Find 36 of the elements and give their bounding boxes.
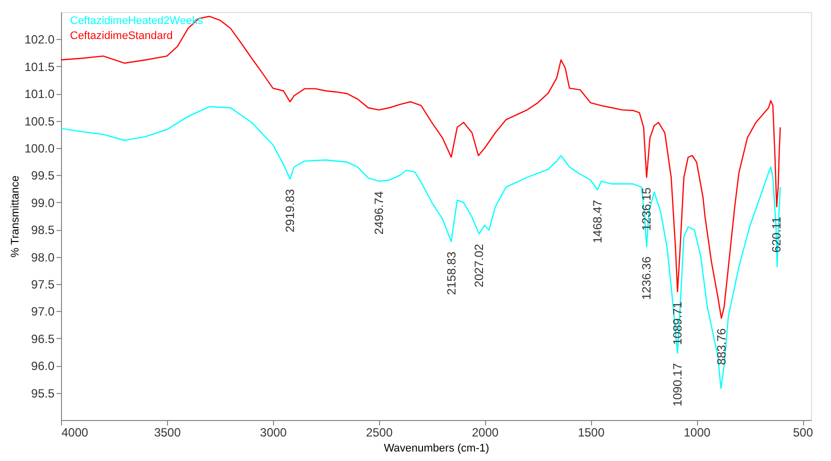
annotation: 2919.83 bbox=[283, 188, 298, 232]
y-tick-label: 99.0 bbox=[31, 196, 55, 210]
y-tick-label: 101.0 bbox=[24, 87, 55, 102]
annotation: 2027.02 bbox=[472, 244, 486, 288]
x-tick-label: 3000 bbox=[260, 426, 288, 440]
x-tick-label: 2500 bbox=[366, 426, 393, 440]
y-tick-label: 97.5 bbox=[31, 278, 55, 292]
x-tick-label: 1500 bbox=[578, 426, 605, 440]
annotation: 1236.15 bbox=[640, 187, 654, 231]
y-tick-label: 98.0 bbox=[31, 250, 55, 264]
series-label: CeftazidimeStandard bbox=[70, 30, 173, 42]
x-tick-label: 1000 bbox=[684, 426, 711, 440]
y-tick-label: 98.5 bbox=[31, 223, 55, 238]
annotation: 1089.71 bbox=[670, 301, 685, 346]
y-tick-label: 96.5 bbox=[31, 332, 55, 346]
y-tick-label: 101.5 bbox=[24, 60, 55, 74]
annotation: 2496.74 bbox=[372, 190, 386, 235]
annotation: 620.11 bbox=[770, 216, 784, 253]
y-tick-label: 102.0 bbox=[24, 32, 55, 47]
x-tick-label: 2000 bbox=[472, 426, 499, 440]
y-tick-label: 100.5 bbox=[24, 114, 55, 128]
x-tick-label: 4000 bbox=[62, 426, 89, 440]
x-axis-title: Wavenumbers (cm-1) bbox=[384, 442, 490, 454]
x-tick-label: 500 bbox=[793, 426, 814, 440]
annotation: 1090.17 bbox=[670, 362, 685, 406]
annotation: 883.76 bbox=[714, 328, 728, 365]
x-tick-label: 3500 bbox=[154, 426, 182, 440]
y-tick-label: 95.5 bbox=[31, 386, 55, 400]
y-tick-label: 97.0 bbox=[31, 304, 55, 319]
y-tick-label: 100.0 bbox=[24, 142, 55, 156]
annotation: 1236.36 bbox=[640, 256, 654, 300]
annotation: 1468.47 bbox=[590, 200, 604, 244]
y-tick-label: 99.5 bbox=[31, 168, 55, 183]
annotation: 2158.83 bbox=[444, 251, 458, 295]
y-tick-label: 96.0 bbox=[31, 359, 55, 374]
y-axis-title: % Transmittance bbox=[9, 176, 22, 258]
